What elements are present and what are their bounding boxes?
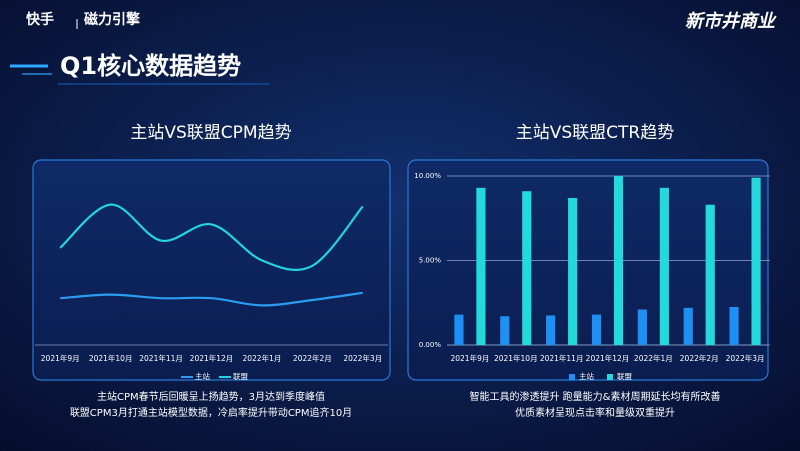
y-tick-label: 5.00% — [419, 257, 442, 265]
series-line — [59, 203, 364, 271]
slogan: 新市井商业 — [685, 11, 777, 32]
legend-label: 联盟 — [617, 372, 632, 381]
legend-symbol — [569, 374, 575, 380]
bar — [613, 176, 624, 345]
bar — [476, 187, 486, 345]
x-tick-label: 2022年2月 — [293, 353, 332, 363]
bar — [546, 315, 556, 345]
legend-label: 联盟 — [233, 372, 248, 381]
x-tick-label: 2022年1月 — [634, 353, 673, 363]
y-tick-label: 0.00% — [419, 341, 442, 349]
bar — [500, 316, 510, 345]
x-tick-label: 2021年12月 — [586, 353, 630, 363]
brand: 快手 — [26, 11, 54, 28]
legend-label: 主站 — [195, 371, 210, 381]
bar — [568, 197, 578, 345]
x-tick-label: 2021年12月 — [190, 353, 234, 363]
chart-title: 主站VS联盟CTR趋势 — [516, 123, 675, 143]
page-title: Q1核心数据趋势 — [60, 52, 241, 80]
x-tick-label: 2022年3月 — [726, 353, 765, 363]
series-line — [60, 291, 363, 307]
x-tick-label: 2021年11月 — [540, 353, 584, 363]
x-tick-label: 2021年10月 — [494, 353, 538, 363]
x-tick-label: 2022年2月 — [680, 353, 719, 363]
product: 磁力引擎 — [84, 11, 140, 28]
bar — [637, 309, 647, 345]
caption: 优质素材呈现点击率和量级双重提升 — [515, 406, 675, 419]
header-deco — [10, 19, 270, 85]
bar — [591, 314, 602, 345]
bar — [683, 307, 693, 345]
legend-symbol — [607, 374, 613, 380]
bar — [454, 314, 464, 345]
x-tick-label: 2022年3月 — [343, 353, 382, 363]
bar — [751, 177, 761, 345]
x-tick-label: 2021年9月 — [450, 353, 489, 363]
panel — [32, 159, 391, 381]
y-tick-label: 10.00% — [414, 172, 441, 180]
legend-label: 主站 — [579, 371, 594, 381]
x-tick-label: 2022年1月 — [242, 353, 281, 363]
x-tick-label: 2021年10月 — [89, 353, 133, 363]
bar — [522, 191, 532, 345]
caption: 智能工具的渗透提升 跑量能力&素材周期延长均有所改善 — [470, 390, 721, 403]
panel — [407, 159, 769, 381]
caption: 联盟CPM3月打通主站模型数据，冷启率提升带动CPM追齐10月 — [70, 406, 352, 419]
chart-title: 主站VS联盟CPM趋势 — [130, 123, 291, 143]
x-tick-label: 2021年9月 — [41, 353, 80, 363]
caption: 主站CPM春节后回暖呈上扬趋势，3月达到季度峰值 — [97, 390, 325, 403]
x-tick-label: 2021年11月 — [139, 353, 183, 363]
bar — [659, 187, 669, 345]
bar — [705, 204, 715, 345]
bar — [729, 306, 739, 345]
